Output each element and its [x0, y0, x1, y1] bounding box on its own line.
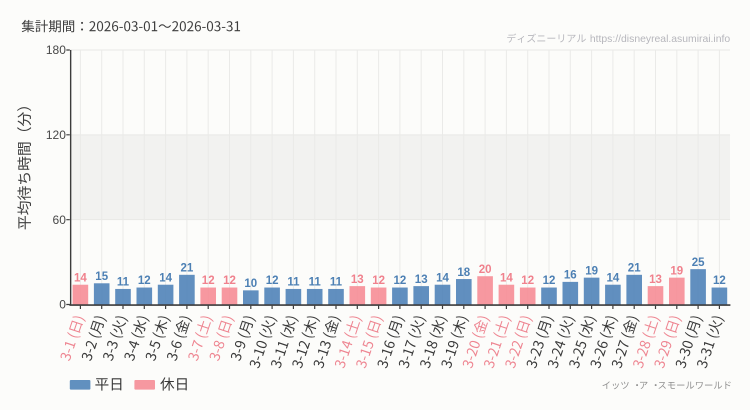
svg-text:11: 11 — [330, 277, 343, 289]
svg-text:12: 12 — [266, 275, 279, 287]
svg-text:20: 20 — [479, 264, 492, 276]
svg-text:21: 21 — [181, 263, 194, 275]
svg-text:12: 12 — [713, 275, 726, 287]
svg-text:11: 11 — [287, 277, 300, 289]
svg-text:0: 0 — [59, 298, 66, 312]
svg-text:60: 60 — [53, 213, 67, 227]
svg-text:14: 14 — [436, 272, 449, 284]
svg-text:https://disneyreal.asumirai.in: https://disneyreal.asumirai.info — [590, 34, 731, 45]
svg-text:120: 120 — [46, 128, 66, 142]
svg-text:19: 19 — [670, 265, 683, 277]
svg-text:16: 16 — [564, 270, 577, 282]
svg-text:14: 14 — [607, 272, 620, 284]
svg-text:19: 19 — [585, 265, 598, 277]
svg-text:11: 11 — [309, 277, 322, 289]
svg-text:21: 21 — [628, 263, 641, 275]
svg-text:14: 14 — [159, 272, 172, 284]
svg-text:12: 12 — [138, 275, 151, 287]
svg-text:12: 12 — [543, 275, 556, 287]
svg-text:18: 18 — [457, 267, 470, 279]
svg-text:12: 12 — [372, 275, 385, 287]
svg-text:13: 13 — [415, 274, 428, 286]
svg-text:13: 13 — [351, 274, 364, 286]
svg-text:13: 13 — [649, 274, 662, 286]
svg-text:12: 12 — [202, 275, 215, 287]
svg-text:180: 180 — [46, 43, 66, 57]
svg-text:12: 12 — [521, 275, 534, 287]
svg-text:12: 12 — [394, 275, 407, 287]
svg-text:15: 15 — [95, 271, 108, 283]
svg-text:12: 12 — [223, 275, 236, 287]
svg-text:25: 25 — [692, 257, 705, 269]
svg-text:14: 14 — [74, 272, 87, 284]
svg-text:11: 11 — [117, 277, 130, 289]
svg-text:10: 10 — [244, 278, 257, 290]
svg-text:14: 14 — [500, 272, 513, 284]
